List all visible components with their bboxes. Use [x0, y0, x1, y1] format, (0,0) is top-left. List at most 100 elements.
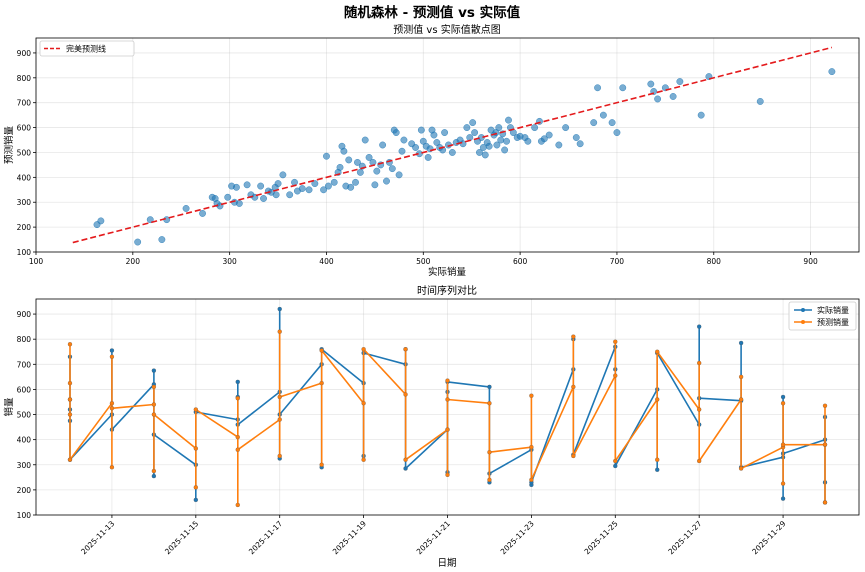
series-marker-predicted — [529, 445, 534, 450]
scatter-point — [476, 149, 483, 156]
scatter-point — [158, 236, 166, 244]
scatter-ytick-label: 300 — [17, 198, 32, 207]
series-marker-predicted — [109, 465, 115, 470]
series-marker-predicted — [487, 477, 492, 482]
scatter-point — [352, 178, 359, 186]
scatter-point — [345, 156, 353, 164]
scatter-point — [417, 126, 425, 134]
scatter-legend-box — [39, 40, 135, 57]
scatter-point — [324, 182, 332, 190]
scatter-point — [493, 141, 501, 149]
series-marker-predicted — [109, 406, 115, 411]
series-marker-predicted — [277, 417, 282, 422]
timeseries-xtick-label: 2025-11-19 — [331, 519, 368, 556]
scatter-point — [531, 124, 539, 132]
series-marker-predicted — [151, 384, 157, 390]
series-marker-predicted — [277, 329, 282, 334]
timeseries-xtick-label: 2025-11-29 — [750, 519, 787, 556]
scatter-point — [619, 84, 627, 92]
scatter-point — [257, 182, 265, 190]
scatter-point — [412, 144, 419, 151]
scatter-point — [400, 136, 408, 144]
series-marker-predicted — [235, 434, 240, 440]
reference-line-group — [72, 46, 833, 244]
series-marker-actual — [780, 394, 786, 400]
scatter-point — [235, 200, 243, 207]
scatter-xlabel: 实际销量 — [428, 266, 467, 278]
timeseries-ytick-label: 700 — [17, 360, 32, 369]
scatter-xtick-label: 600 — [513, 257, 528, 266]
series-marker-actual — [277, 306, 282, 312]
scatter-point — [481, 151, 489, 159]
scatter-point — [134, 238, 142, 246]
scatter-point — [286, 191, 294, 199]
scatter-point — [291, 178, 298, 186]
timeseries-xtick-label: 2025-11-21 — [415, 519, 452, 556]
scatter-point — [485, 142, 493, 150]
scatter-point — [305, 186, 313, 194]
scatter-point — [279, 171, 287, 179]
scatter-point — [501, 146, 509, 154]
scatter-point — [599, 111, 607, 119]
series-marker-predicted — [151, 468, 157, 474]
series-marker-predicted — [319, 380, 324, 386]
timeseries-xlabel: 日期 — [437, 558, 456, 569]
scatter-point — [430, 131, 438, 139]
series-marker-predicted — [571, 384, 576, 390]
scatter-frame — [35, 37, 860, 253]
scatter-ytick-label: 800 — [17, 74, 32, 83]
scatter-point — [697, 111, 705, 119]
scatter-point — [676, 78, 684, 85]
timeseries-legend: 实际销量 预测销量 — [788, 301, 857, 331]
scatter-point — [524, 137, 532, 145]
timeseries-xtick-label: 2025-11-27 — [666, 519, 703, 556]
scatter-point — [555, 141, 563, 149]
scatter-ytick-label: 700 — [17, 99, 32, 108]
series-marker-actual — [780, 496, 786, 501]
scatter-ytick-label: 600 — [17, 124, 32, 133]
series-marker-actual — [487, 384, 492, 390]
timeseries-xtick-label: 2025-11-17 — [247, 519, 284, 556]
scatter-point — [503, 137, 511, 145]
scatter-ylabel: 预测销量 — [3, 126, 15, 165]
series-line-predicted — [69, 330, 826, 506]
scatter-point — [647, 80, 655, 88]
scatter-ticks: 100 200 300 400 500 600 700 800 900 100 200 300 400 5… — [17, 49, 818, 266]
legend-marker-actual — [801, 308, 805, 312]
scatter-point — [365, 153, 373, 161]
scatter-point — [379, 141, 387, 149]
series-marker-predicted — [655, 397, 660, 402]
series-marker-predicted — [487, 401, 492, 406]
scatter-point — [199, 209, 206, 217]
series-marker-predicted — [780, 401, 786, 406]
timeseries-xtick-label: 2025-11-13 — [79, 519, 116, 556]
scatter-point — [471, 129, 479, 137]
scatter-point — [311, 180, 319, 188]
series-marker-predicted — [529, 393, 534, 398]
scatter-point — [572, 134, 580, 141]
series-marker-predicted — [445, 397, 450, 402]
scatter-point — [545, 131, 553, 139]
legend-marker-predicted — [801, 320, 805, 324]
timeseries-title: 时间序列对比 — [417, 284, 477, 297]
scatter-xtick-label: 900 — [803, 257, 818, 266]
scatter-point — [828, 68, 836, 76]
scatter-ytick-label: 100 — [17, 248, 32, 257]
timeseries-ytick-label: 200 — [17, 486, 32, 495]
scatter-point — [463, 124, 471, 132]
series-marker-predicted — [403, 457, 408, 462]
scatter-point — [495, 124, 503, 132]
scatter-point — [274, 180, 282, 188]
series-marker-predicted — [822, 442, 828, 447]
timeseries-xtick-label: 2025-11-25 — [583, 519, 620, 556]
scatter-point — [392, 129, 400, 137]
series-marker-predicted — [67, 412, 73, 417]
scatter-point — [330, 178, 338, 186]
scatter-ytick-label: 500 — [17, 148, 32, 157]
timeseries-ytick-label: 600 — [17, 385, 32, 394]
series-marker-predicted — [151, 412, 157, 417]
scatter-point — [383, 177, 390, 185]
series-marker-actual — [738, 340, 744, 346]
series-marker-actual — [655, 467, 660, 472]
